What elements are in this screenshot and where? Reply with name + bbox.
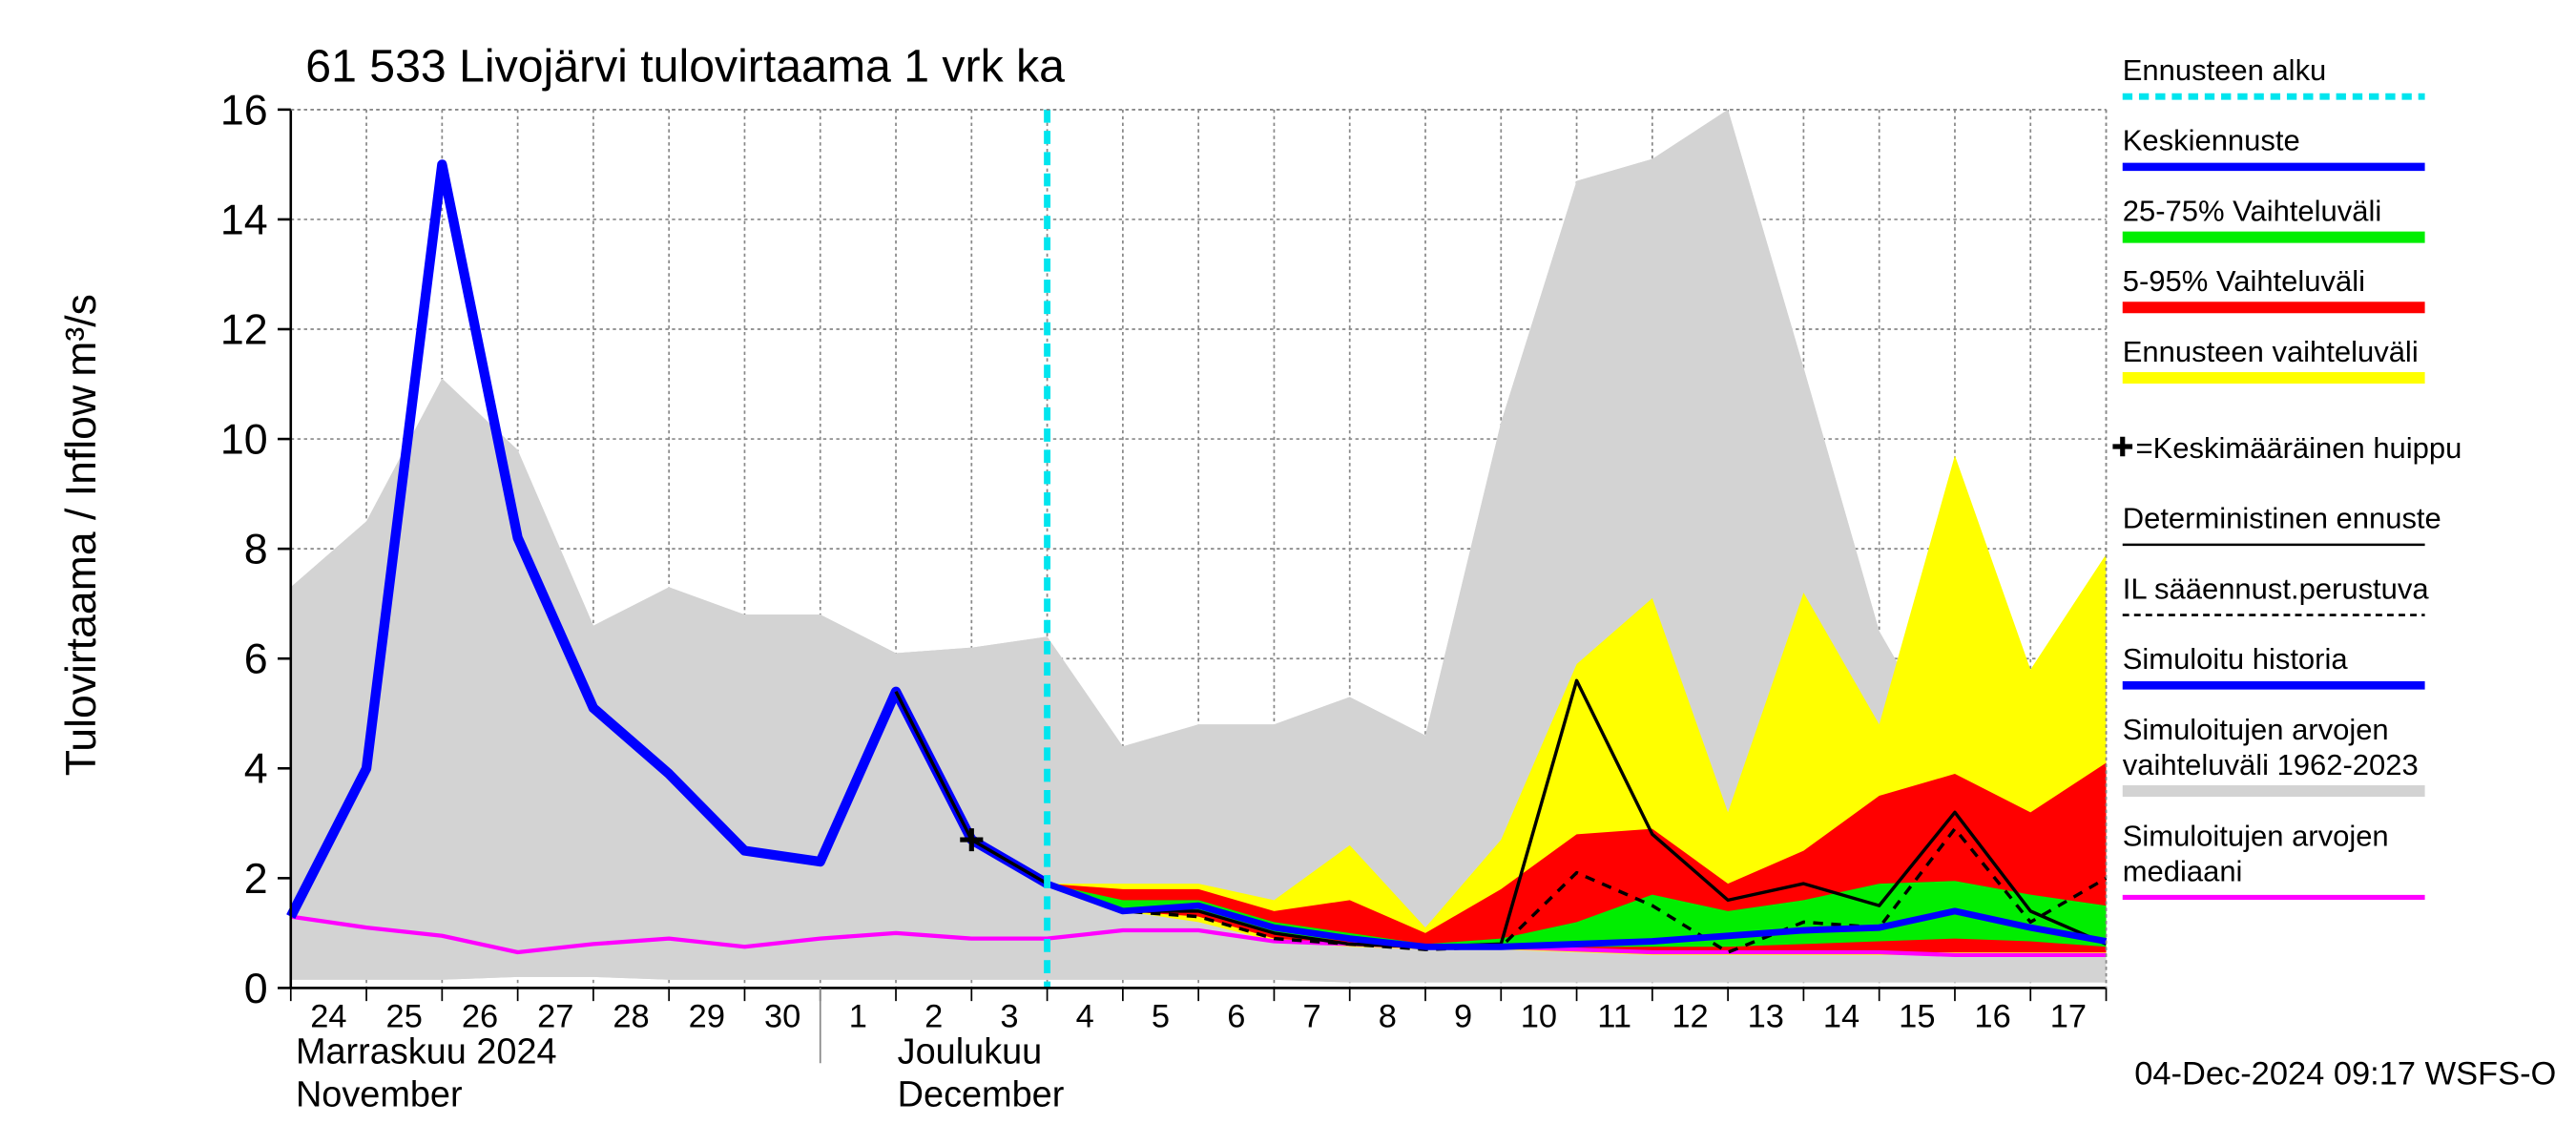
x-tick-label: 8 [1379,999,1397,1035]
x-tick-label: 25 [386,999,423,1035]
x-tick-label: 17 [2050,999,2087,1035]
x-tick-label: 26 [462,999,498,1035]
month-label: Joulukuu December [898,1031,1065,1114]
footer: 04-Dec-2024 09:17 WSFS-O [2134,1056,2556,1093]
y-axis-label: Tulovirtaama / Inflow [58,385,105,776]
y-tick-label: 8 [244,527,268,573]
chart-title: 61 533 Livojärvi tulovirtaama 1 vrk ka [305,41,1065,93]
legend-label: 25-75% Vaihteluväli [2123,194,2381,227]
x-tick-label: 5 [1152,999,1170,1035]
y-tick-label: 2 [244,856,268,903]
y-tick-label: 6 [244,636,268,683]
legend-label: IL sääennust.perustuva [2123,572,2430,605]
x-tick-label: 28 [613,999,649,1035]
series-line [1047,826,2108,954]
x-tick-label: 10 [1521,999,1557,1035]
y-tick-label: 16 [220,87,268,134]
series-line [290,914,2107,958]
x-tick-label: 2 [924,999,943,1035]
x-tick-label: 9 [1454,999,1472,1035]
y-tick-label: 10 [220,417,268,464]
x-tick-label: 12 [1672,999,1708,1035]
legend-label: 5-95% Vaihteluväli [2123,264,2365,298]
x-tick-label: 16 [1974,999,2010,1035]
x-tick-label: 11 [1597,999,1631,1035]
series-line [1046,880,2108,950]
legend-label: Simuloitujen arvojen mediaani [2123,819,2389,887]
peak-marker [960,828,984,852]
x-tick-label: 30 [764,999,800,1035]
y-axis-unit: m³/s [58,294,105,377]
x-tick-label: 1 [849,999,867,1035]
x-tick-label: 7 [1302,999,1320,1035]
x-tick-label: 29 [689,999,725,1035]
y-tick-label: 12 [220,307,268,354]
month-label: Marraskuu 2024 November [296,1031,557,1114]
x-tick-label: 13 [1748,999,1784,1035]
y-tick-label: 4 [244,746,268,793]
x-tick-label: 27 [537,999,573,1035]
y-tick-label: 14 [220,197,268,243]
x-tick-label: 3 [1000,999,1018,1035]
x-tick-label: 14 [1823,999,1859,1035]
legend-peak-symbol [2112,436,2133,457]
x-tick-label: 4 [1076,999,1094,1035]
legend-label: Deterministinen ennuste [2123,502,2441,535]
x-tick-label: 6 [1227,999,1245,1035]
x-tick-label: 24 [310,999,346,1035]
legend-label: Ennusteen alku [2123,53,2327,87]
x-tick-label: 15 [1899,999,1935,1035]
legend-label: =Keskimääräinen huippu [2136,431,2462,465]
y-tick-label: 0 [244,966,268,1012]
legend-label: Keskiennuste [2123,124,2300,157]
legend-label: Simuloitu historia [2123,642,2349,676]
legend-label: Simuloitujen arvojen vaihteluväli 1962-20… [2123,713,2419,781]
legend-label: Ennusteen vaihteluväli [2123,335,2419,368]
